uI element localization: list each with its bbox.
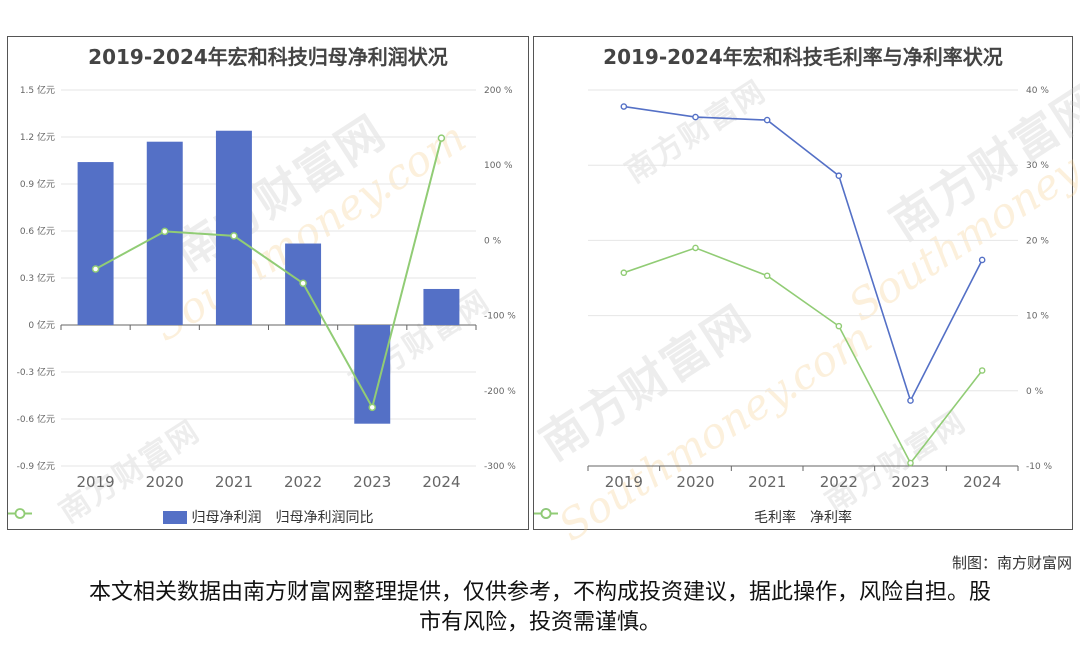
y-right-tick-label: 0 % — [1026, 387, 1044, 397]
y-left-tick-label: 1.5 亿元 — [20, 84, 55, 96]
y-right-tick-label: 20 % — [1026, 236, 1049, 246]
y-right-tick-label: 10 % — [1026, 312, 1049, 322]
net-margin-point — [763, 272, 771, 280]
net-margin-line — [623, 247, 983, 465]
x-tick-label: 2022 — [820, 473, 858, 491]
line-legend-icon — [534, 508, 558, 519]
net-profit-chart-panel: 南方财富网 Southmoney.com 南方财富网 南方财富网 2019-20… — [7, 36, 529, 530]
y-left-tick-label: 0 亿元 — [28, 319, 55, 331]
y-left-tick-label: 0.9 亿元 — [20, 178, 55, 190]
margin-chart-svg: 40 % 30 % 20 % 10 % 0 % -10 % 2019 2020 2021 2022… — [587, 86, 1053, 491]
chart-credit: 制图：南方财富网 — [951, 554, 1072, 572]
x-tick-label: 2021 — [748, 473, 786, 491]
gross-margin-point — [763, 116, 771, 124]
gross-margin-point — [907, 397, 914, 404]
x-tick-label: 2020 — [146, 473, 184, 491]
x-tick-label: 2021 — [215, 473, 253, 491]
legend-label-gross-margin: 毛利率 — [754, 510, 796, 526]
y-right-tick-label: -300 % — [484, 462, 516, 472]
net-profit-yoy-point — [161, 227, 169, 236]
gross-margin-point — [835, 172, 843, 180]
net-margin-point — [692, 244, 699, 252]
y-left-tick-label: 0.6 亿元 — [20, 225, 55, 237]
y-right-tick-label: 30 % — [1026, 161, 1049, 171]
y-left-tick-label: -0.3 亿元 — [17, 366, 55, 378]
x-tick-label: 2023 — [353, 473, 391, 491]
net-margin-point — [620, 269, 628, 277]
y-right-tick-label: 0 % — [484, 236, 502, 246]
margin-chart-panel: 南方财富网 南方财富网 Southmoney.com 南方财富网 Southmo… — [530, 36, 1080, 551]
x-tick-label: 2022 — [284, 473, 322, 491]
legend-label-net-profit: 归母净利润 — [191, 510, 262, 526]
bar-legend-icon — [162, 510, 187, 524]
x-tick-label: 2020 — [676, 473, 714, 491]
gross-margin-point — [620, 103, 628, 110]
net-profit-bar — [77, 162, 114, 325]
net-margin-point — [978, 367, 986, 374]
y-left-tick-label: -0.6 亿元 — [17, 413, 55, 425]
left-chart-legend: 归母净利润 归母净利润同比 — [8, 507, 528, 527]
net-margin-point — [907, 459, 914, 467]
y-left-tick-label: 0.3 亿元 — [20, 272, 55, 284]
right-chart-title: 2019-2024年宏和科技毛利率与净利率状况 — [603, 45, 1003, 69]
y-right-tick-label: -10 % — [1026, 462, 1053, 472]
y-left-tick-label: 1.2 亿元 — [20, 131, 55, 143]
net-profit-bar — [215, 130, 252, 325]
line-legend-icon — [8, 508, 32, 519]
net-margin-point — [835, 322, 843, 330]
legend-label-net-margin: 净利率 — [810, 510, 852, 526]
x-tick-label: 2019 — [76, 473, 114, 491]
legend-item-gross-margin[interactable]: 毛利率 — [534, 507, 796, 527]
x-tick-label: 2019 — [605, 473, 643, 491]
y-right-tick-label: 40 % — [1026, 86, 1049, 96]
x-tick-label: 2024 — [963, 473, 1001, 491]
legend-item-net-profit-yoy[interactable]: 归母净利润同比 — [8, 507, 374, 527]
net-profit-yoy-point — [230, 232, 238, 240]
net-profit-chart-svg: 1.5 亿元 1.2 亿元 0.9 亿元 0.6 亿元 0.3 亿元 0 亿元 -0.3 亿… — [17, 84, 517, 491]
net-profit-yoy-point — [437, 134, 446, 142]
net-profit-yoy-point — [299, 279, 307, 288]
x-tick-label: 2024 — [422, 473, 460, 491]
left-chart-title: 2019-2024年宏和科技归母净利润状况 — [88, 45, 448, 69]
legend-item-net-profit[interactable]: 归母净利润 — [162, 507, 262, 527]
net-profit-yoy-point — [91, 265, 100, 273]
net-profit-yoy-point — [368, 403, 376, 412]
net-profit-yoy-line — [95, 137, 443, 411]
y-right-tick-label: 200 % — [484, 86, 513, 96]
y-right-tick-label: 100 % — [484, 161, 513, 171]
y-left-tick-label: -0.9 亿元 — [17, 460, 55, 472]
x-tick-label: 2023 — [891, 473, 929, 491]
legend-label-net-profit-yoy: 归母净利润同比 — [275, 510, 374, 526]
y-right-tick-label: -100 % — [484, 312, 516, 322]
net-profit-bar — [423, 288, 460, 325]
gross-margin-line — [623, 105, 983, 403]
right-chart-legend: 毛利率 净利率 — [534, 507, 1072, 527]
disclaimer-text: 本文相关数据由南方财富网整理提供，仅供参考，不构成投资建议，据此操作，风险自担。… — [88, 580, 991, 635]
legend-item-net-margin[interactable]: 净利率 — [534, 507, 852, 527]
gross-margin-point — [692, 113, 699, 121]
gross-margin-point — [978, 256, 986, 264]
y-right-tick-label: -200 % — [484, 387, 516, 397]
